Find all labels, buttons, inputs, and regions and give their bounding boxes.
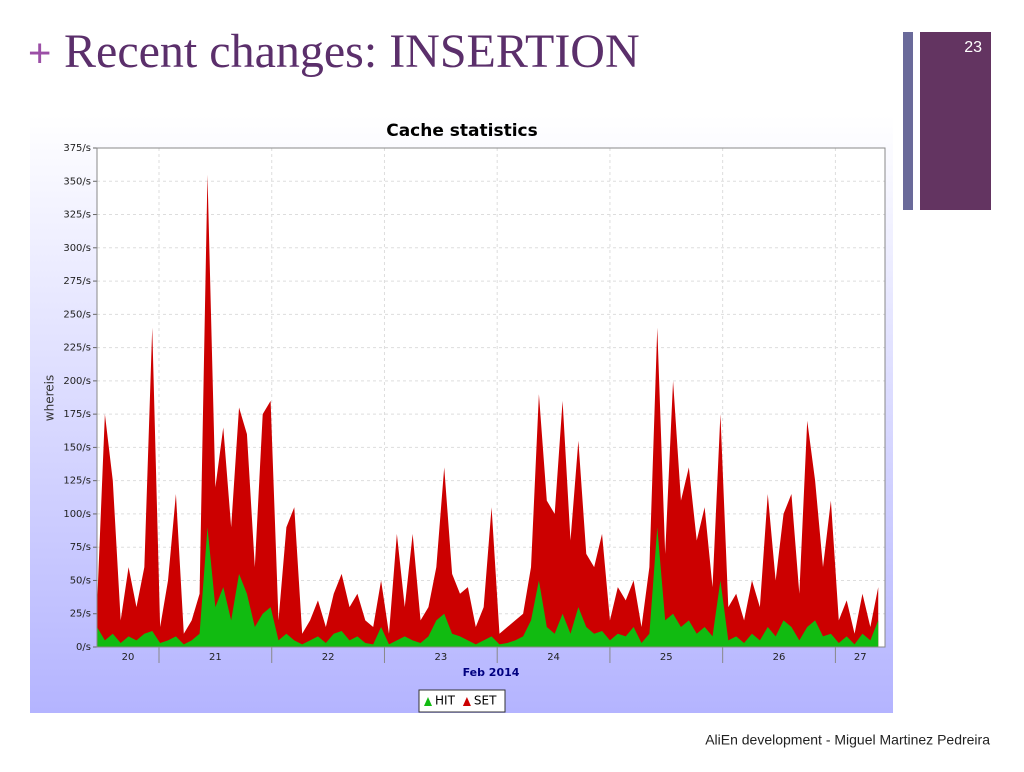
x-tick-label: 27 [854,652,867,663]
plot-frame [96,147,886,648]
legend-swatch [462,697,471,706]
chart-title: Cache statistics [386,121,538,141]
y-tick-label: 350/s [63,176,91,187]
y-tick-label: 375/s [63,143,91,154]
y-tick-label: 50/s [70,575,91,586]
y-tick-label: 275/s [63,276,91,287]
y-tick-label: 300/s [63,243,91,254]
y-tick-label: 125/s [63,476,91,487]
y-tick-label: 325/s [63,210,91,221]
y-tick-label: 200/s [63,376,91,387]
title-marker: + [28,32,51,76]
y-tick-label: 225/s [63,343,91,354]
y-axis-label: whereis [43,375,57,421]
y-tick-label: 150/s [63,442,91,453]
x-tick-label: 23 [434,652,447,663]
y-tick-label: 100/s [63,509,91,520]
footer: AliEn development - Miguel Martinez Pedr… [705,732,990,748]
y-tick-label: 25/s [70,609,91,620]
page-number: 23 [964,39,982,56]
y-tick-label: 175/s [63,409,91,420]
x-tick-label: 20 [122,652,135,663]
x-tick-label: 21 [209,652,222,663]
legend [418,689,506,713]
x-axis-label: Feb 2014 [463,666,520,679]
x-tick-label: 26 [773,652,786,663]
y-tick-label: 75/s [70,542,91,553]
legend-label: HIT [435,694,456,708]
x-tick-label: 22 [322,652,335,663]
legend-label: SET [474,694,497,708]
y-tick-label: 0/s [76,642,91,653]
page-box [920,32,991,210]
y-tick-label: 250/s [63,309,91,320]
area-series [97,174,879,647]
accent-bar [903,32,913,210]
slide-title: Recent changes: INSERTION [64,25,640,78]
x-tick-label: 24 [547,652,560,663]
x-tick-label: 25 [660,652,673,663]
legend-swatch [424,697,432,706]
